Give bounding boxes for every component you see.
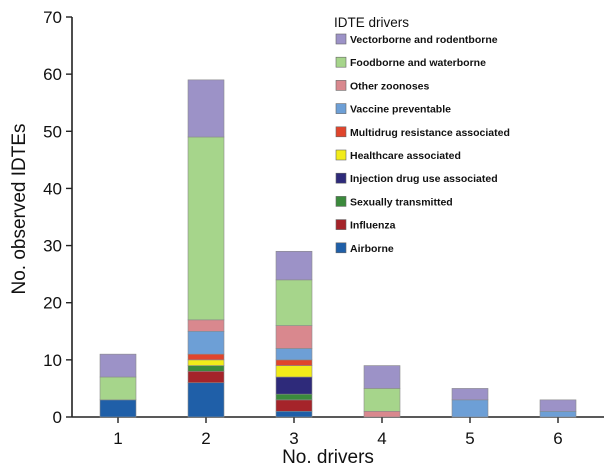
- legend-label: Injection drug use associated: [350, 173, 498, 185]
- legend-label: Airborne: [350, 243, 394, 255]
- bar-segment-other-zoonoses: [275, 325, 313, 349]
- bar-segment-vectorborne-and-rodentborne: [451, 388, 489, 401]
- bar-segment-influenza: [187, 370, 225, 384]
- bar-segment-healthcare-associated: [187, 359, 225, 366]
- legend-swatch: [335, 172, 347, 184]
- y-tick-label: 50: [43, 122, 62, 141]
- legend-label: Other zoonoses: [350, 80, 430, 92]
- bar-segment-influenza: [275, 399, 313, 412]
- legend-swatch: [335, 196, 347, 207]
- y-axis-title: No. observed IDTEs: [9, 123, 30, 294]
- x-axis-title: No. drivers: [282, 447, 374, 468]
- legend-swatch: [335, 56, 347, 68]
- y-tick-label: 60: [43, 65, 62, 84]
- bar-segment-injection-drug-use-associated: [275, 376, 313, 395]
- legend-swatch: [335, 103, 347, 114]
- bar-segment-sexually-transmitted: [187, 365, 225, 372]
- legend-swatch: [335, 242, 347, 254]
- bar-segment-vectorborne-and-rodentborne: [363, 365, 401, 389]
- legend-title: IDTE drivers: [334, 15, 409, 30]
- legend-label: Vectorborne and rodentborne: [350, 34, 498, 46]
- y-tick-label: 40: [43, 179, 62, 198]
- bar-segment-foodborne-and-waterborne: [187, 136, 225, 321]
- legend-label: Influenza: [350, 220, 396, 232]
- legend-label: Multidrug resistance associated: [350, 127, 510, 139]
- y-tick-label: 10: [43, 351, 62, 370]
- bar-segment-other-zoonoses: [363, 410, 401, 418]
- y-tick-label: 20: [43, 294, 62, 313]
- y-tick-label: 30: [43, 237, 62, 256]
- bar-segment-multidrug-resistance-associated: [275, 359, 313, 366]
- legend-label: Foodborne and waterborne: [350, 57, 486, 69]
- bar-segment-multidrug-resistance-associated: [187, 353, 225, 361]
- bar-segment-vectorborne-and-rodentborne: [99, 353, 137, 378]
- bar-segment-vectorborne-and-rodentborne: [539, 399, 577, 412]
- x-tick-label: 6: [553, 429, 562, 448]
- legend-label: Vaccine preventable: [350, 104, 451, 116]
- bar-segment-foodborne-and-waterborne: [363, 388, 401, 412]
- bar-segment-foodborne-and-waterborne: [275, 279, 313, 326]
- bar-segment-vaccine-preventable: [539, 410, 577, 418]
- bar-segment-airborne: [275, 410, 313, 418]
- bar-segment-foodborne-and-waterborne: [99, 376, 137, 401]
- legend-label: Healthcare associated: [350, 150, 461, 162]
- x-tick-label: 3: [289, 429, 298, 448]
- bar-segment-sexually-transmitted: [275, 393, 313, 401]
- bar-segment-vaccine-preventable: [187, 330, 225, 355]
- x-tick-label: 5: [465, 429, 474, 448]
- bar-segment-vaccine-preventable: [451, 399, 489, 418]
- x-tick-label: 1: [113, 429, 122, 448]
- bar-segment-vectorborne-and-rodentborne: [275, 250, 313, 281]
- y-tick-label: 70: [43, 8, 62, 27]
- legend-swatch: [335, 219, 347, 230]
- legend-swatch: [335, 126, 347, 138]
- x-tick-label: 2: [201, 429, 210, 448]
- y-tick-label: 0: [53, 408, 62, 427]
- bar-segment-healthcare-associated: [275, 365, 313, 378]
- bar-segment-vaccine-preventable: [275, 348, 313, 361]
- bar-segment-vectorborne-and-rodentborne: [187, 79, 225, 138]
- bar-segment-airborne: [187, 382, 225, 418]
- legend-swatch: [335, 33, 347, 45]
- legend-label: Sexually transmitted: [350, 196, 453, 208]
- legend-swatch: [335, 149, 347, 161]
- legend-swatch: [335, 80, 347, 91]
- bar-segment-other-zoonoses: [187, 319, 225, 332]
- bar-segment-airborne: [99, 399, 137, 418]
- x-tick-label: 4: [377, 429, 386, 448]
